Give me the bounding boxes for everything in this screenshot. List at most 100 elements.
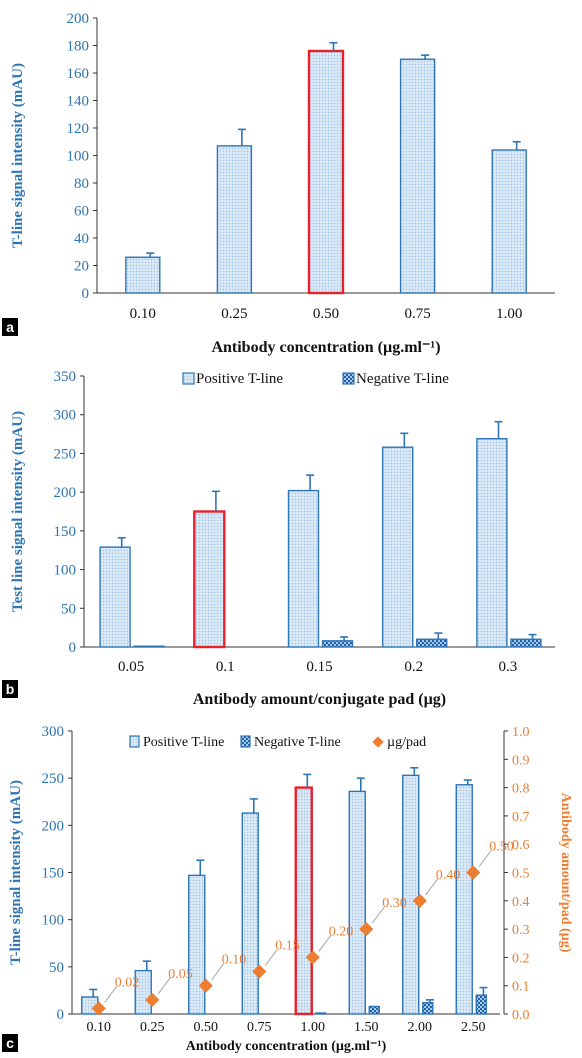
bar-positive bbox=[402, 774, 420, 1015]
x-tick-label: 0.1 bbox=[216, 659, 235, 675]
y2-tick-label: 0.6 bbox=[512, 838, 530, 853]
y2-tick-label: 0.4 bbox=[512, 895, 530, 910]
y-tick-label: 100 bbox=[67, 149, 90, 165]
ug-pad-marker bbox=[91, 1001, 106, 1016]
x-tick-label: 0.50 bbox=[194, 1020, 219, 1035]
data-label-leader bbox=[264, 949, 278, 966]
data-label-leader bbox=[425, 878, 439, 896]
y-tick-label: 20 bbox=[74, 259, 89, 275]
y-tick-label: 40 bbox=[74, 231, 89, 247]
bar-positive bbox=[382, 446, 414, 648]
data-label-leader bbox=[211, 963, 225, 981]
chart-panel-c: 0 50 100 150 200 250 300 0.10 0.25 0.50 0.75 1.00 1.… bbox=[8, 724, 573, 1054]
y2-tick-label: 0.3 bbox=[512, 923, 530, 938]
x-tick-label: 0.15 bbox=[306, 659, 332, 675]
legend-swatch bbox=[240, 735, 251, 748]
bar-negative bbox=[422, 1001, 434, 1015]
data-label-leader bbox=[157, 977, 171, 995]
y-tick-label: 0 bbox=[57, 1007, 65, 1023]
y-tick-label: 50 bbox=[49, 960, 64, 976]
y-tick-label: 250 bbox=[42, 771, 65, 787]
legend-label: Positive T-line bbox=[143, 735, 224, 750]
bar-positive bbox=[476, 438, 508, 648]
bar-positive bbox=[99, 546, 131, 648]
bar-positive bbox=[455, 784, 473, 1015]
y-tick-label: 0 bbox=[69, 640, 77, 656]
legend-label: Negative T-line bbox=[254, 735, 341, 750]
chart-panel-b: 0 50 100 150 200 250 300 350 0.05 0.1 0.15 0.2 0.3 An… bbox=[10, 369, 555, 708]
ug-pad-marker bbox=[145, 992, 160, 1007]
bar-negative bbox=[315, 1012, 327, 1015]
bar-positive bbox=[287, 489, 320, 648]
x-tick-label: 0.05 bbox=[118, 659, 144, 675]
y-tick-label: 300 bbox=[54, 408, 77, 424]
x-tick-label: 2.50 bbox=[461, 1020, 486, 1035]
y-tick-label: 120 bbox=[67, 121, 90, 137]
data-label-leader bbox=[318, 935, 332, 952]
ug-pad-data-label: 0.05 bbox=[168, 967, 193, 982]
ug-pad-marker bbox=[412, 893, 427, 908]
bar-negative bbox=[475, 994, 487, 1015]
y-tick-label: 50 bbox=[61, 601, 76, 617]
legend-label: µg/pad bbox=[387, 735, 426, 750]
y2-tick-label: 0.7 bbox=[512, 810, 530, 825]
ug-pad-marker bbox=[359, 922, 374, 937]
y2-tick-label: 1.0 bbox=[512, 725, 530, 740]
y2-tick-label: 0.5 bbox=[512, 867, 530, 882]
legend-swatch bbox=[342, 372, 355, 385]
y2-tick-label: 0.0 bbox=[512, 1008, 530, 1023]
bar-negative bbox=[368, 1005, 380, 1015]
ug-pad-marker bbox=[305, 950, 320, 965]
x-tick-label: 0.10 bbox=[87, 1020, 112, 1035]
bar-positive bbox=[491, 149, 527, 294]
y-tick-label: 200 bbox=[42, 818, 65, 834]
bar-positive bbox=[294, 786, 313, 1016]
bar-positive bbox=[216, 145, 253, 294]
legend-swatch bbox=[372, 736, 384, 748]
y-tick-label: 100 bbox=[42, 913, 65, 929]
y-tick-label: 160 bbox=[67, 66, 90, 82]
ug-pad-data-label: 0.30 bbox=[382, 896, 407, 911]
y-tick-label: 140 bbox=[67, 94, 90, 110]
y-tick-label: 0 bbox=[82, 286, 90, 302]
y-axis-title: Test line signal intensity (mAU) bbox=[10, 411, 26, 612]
ug-pad-marker bbox=[466, 865, 481, 880]
x-tick-label: 1.50 bbox=[354, 1020, 379, 1035]
data-label-leader bbox=[371, 906, 385, 924]
bar-positive bbox=[348, 790, 366, 1015]
x-axis-title: Antibody amount/conjugate pad (µg) bbox=[193, 691, 446, 708]
x-tick-label: 0.3 bbox=[499, 659, 518, 675]
x-tick-label: 1.00 bbox=[496, 306, 522, 322]
ug-pad-data-label: 0.02 bbox=[115, 975, 140, 990]
bar-positive bbox=[399, 58, 436, 294]
bar-negative bbox=[510, 638, 542, 648]
y2-tick-label: 0.2 bbox=[512, 951, 530, 966]
x-tick-label: 0.25 bbox=[221, 306, 247, 322]
data-label-leader bbox=[104, 986, 118, 1003]
x-tick-label: 1.00 bbox=[301, 1020, 326, 1035]
y-tick-label: 350 bbox=[54, 369, 77, 385]
legend-label: Positive T-line bbox=[196, 371, 283, 387]
x-tick-label: 0.10 bbox=[130, 306, 156, 322]
y2-tick-label: 0.1 bbox=[512, 980, 530, 995]
y-tick-label: 300 bbox=[42, 724, 65, 740]
y-axis-title: T-line signal intensity (mAU) bbox=[8, 780, 24, 965]
bar-positive bbox=[307, 49, 345, 295]
ug-pad-data-label: 0.40 bbox=[436, 868, 461, 883]
x-axis-title: Antibody concentration (µg.ml⁻¹) bbox=[186, 1039, 387, 1053]
y-tick-label: 200 bbox=[54, 485, 77, 501]
ug-pad-marker bbox=[252, 964, 267, 979]
legend-label: Negative T-line bbox=[356, 371, 449, 387]
y-axis-title: T-line signal intensity (mAU) bbox=[10, 63, 26, 248]
x-tick-label: 2.00 bbox=[408, 1020, 433, 1035]
bar-negative bbox=[321, 640, 354, 648]
bar-positive bbox=[134, 969, 152, 1015]
bar-positive bbox=[193, 510, 226, 649]
bar-positive bbox=[125, 256, 161, 294]
y-tick-label: 60 bbox=[74, 204, 89, 220]
panel-label-b: b bbox=[2, 680, 18, 698]
y-tick-label: 100 bbox=[54, 563, 77, 579]
y2-tick-label: 0.8 bbox=[512, 782, 530, 797]
legend-swatch bbox=[129, 735, 140, 748]
x-tick-label: 0.2 bbox=[404, 659, 423, 675]
